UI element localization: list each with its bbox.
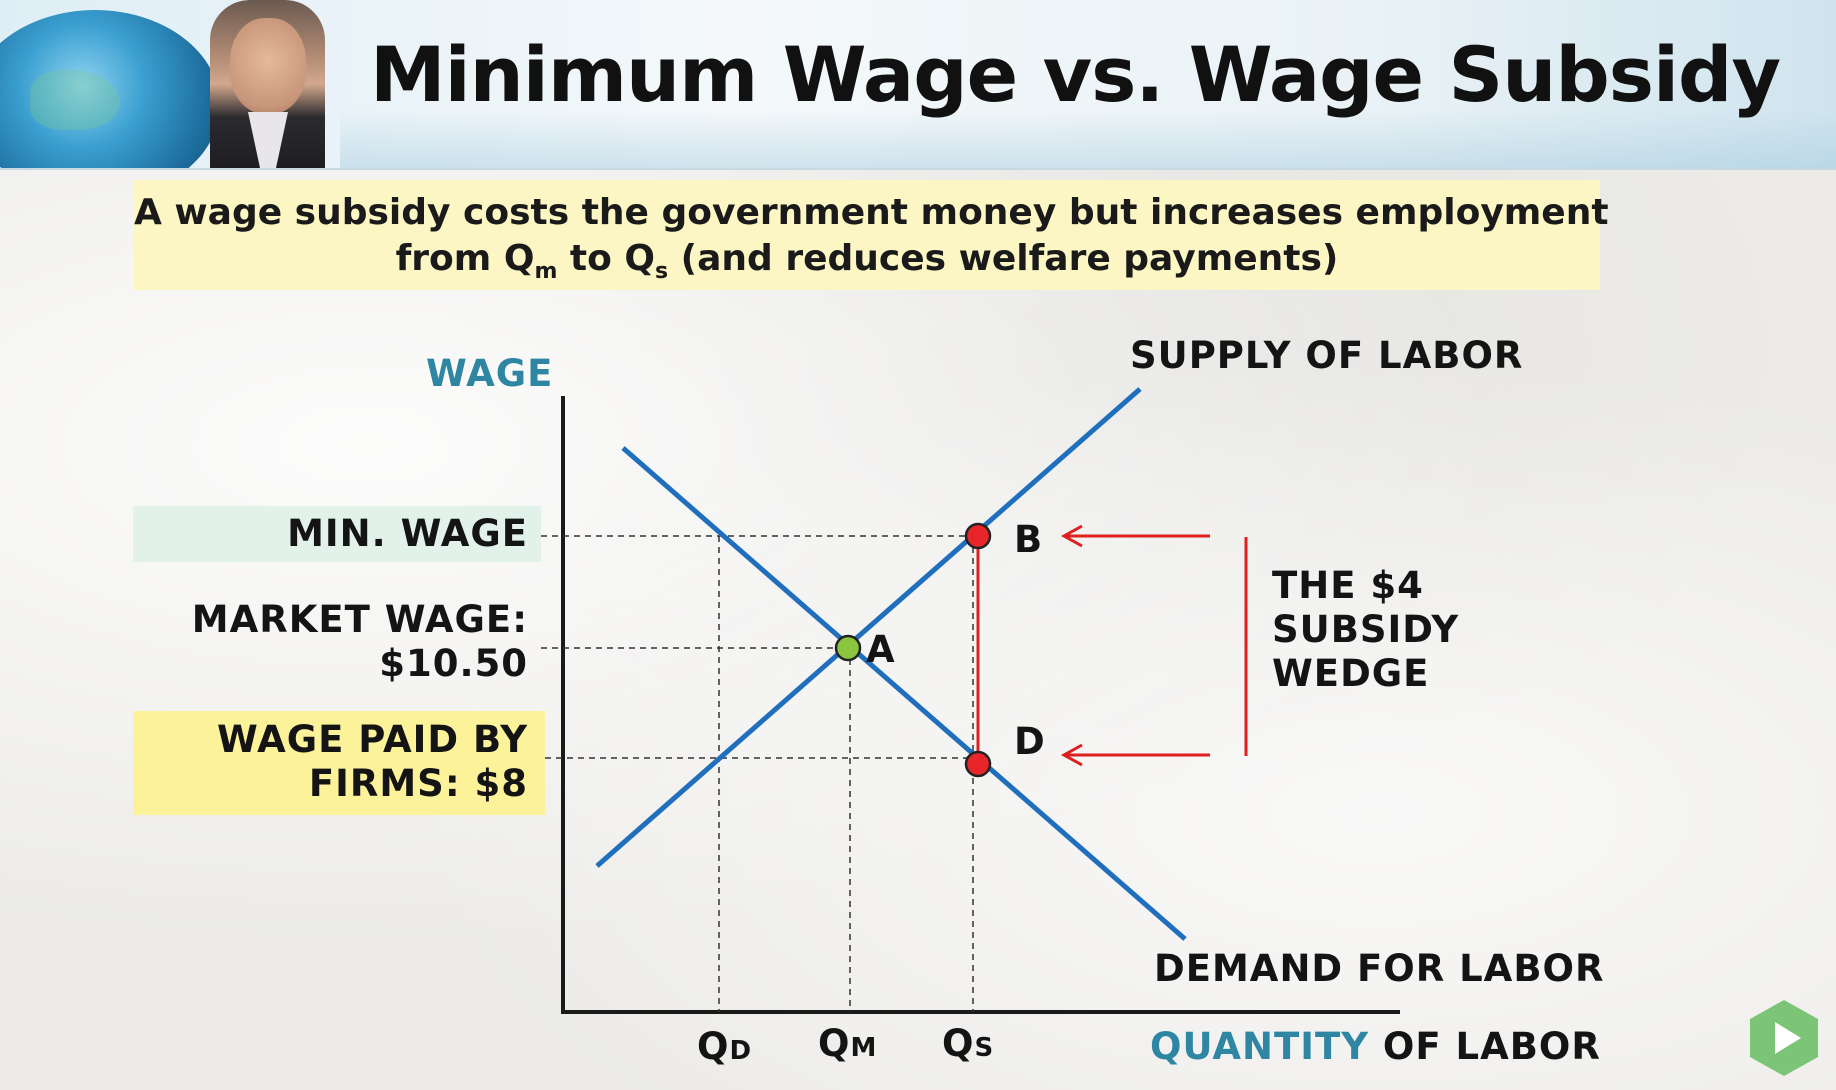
caption-sub-s: s [655,259,669,285]
min-wage-label: MIN. WAGE [287,512,528,555]
title-banner: Minimum Wage vs. Wage Subsidy [0,0,1836,170]
qd-label-q: Q [697,1025,730,1068]
min-wage-highlight [133,506,541,562]
arrow-to-b [1060,524,1210,548]
wedge-label-line-3: WEDGE [1272,652,1430,695]
firms-wage-label: WAGE PAID BY [217,718,528,761]
qm-label: QM [818,1022,877,1065]
supply-curve [595,387,1142,868]
wedge-label-line-1: THE $4 [1272,564,1424,607]
qs-label-q: Q [942,1022,975,1065]
x-axis-label-quantity: QUANTITY [1150,1025,1369,1068]
caption-box: A wage subsidy costs the government mone… [134,180,1609,290]
caption-mid: to Q [557,238,655,279]
caption-prefix: from Q [395,238,535,279]
slide-background [0,168,1836,1090]
x-axis-label: QUANTITY OF LABOR [1150,1025,1601,1068]
point-a-label: A [866,628,896,671]
caption-sub-m: m [534,259,558,285]
slide-title: Minimum Wage vs. Wage Subsidy [370,30,1781,119]
firms-wage-value: FIRMS: $8 [308,762,528,805]
qd-label-sub: D [729,1036,753,1066]
point-b-label: B [1014,518,1044,561]
qm-label-q: Q [818,1022,851,1065]
presenter-face [230,18,306,114]
y-axis-label: WAGE [426,352,554,395]
qm-label-sub: M [850,1033,878,1063]
demand-curve-label: DEMAND FOR LABOR [1154,947,1605,990]
qs-label: QS [942,1022,994,1065]
market-wage-label: MARKET WAGE: [191,598,528,641]
caption-suffix: (and reduces welfare payments) [668,238,1339,279]
globe-land [30,70,120,130]
play-icon[interactable] [1748,998,1820,1078]
demand-curve [621,446,1187,941]
point-d-label: D [1014,720,1046,763]
x-axis-label-rest: OF LABOR [1382,1025,1601,1068]
caption-line-1: A wage subsidy costs the government mone… [134,192,1609,233]
firms-wage-highlight [133,711,545,815]
arrow-to-d [1060,743,1210,767]
point-b-marker [964,522,992,550]
market-wage-value: $10.50 [379,642,528,685]
point-d-marker [964,750,992,778]
qd-label: QD [697,1025,752,1068]
banner-streak [340,110,1836,168]
wedge-label-line-2: SUBSIDY [1272,608,1460,651]
qs-label-sub: S [974,1033,995,1063]
point-a-marker [834,634,862,662]
supply-curve-label: SUPPLY OF LABOR [1130,334,1524,377]
caption-line-2: from Qm to Qs (and reduces welfare payme… [134,238,1600,284]
